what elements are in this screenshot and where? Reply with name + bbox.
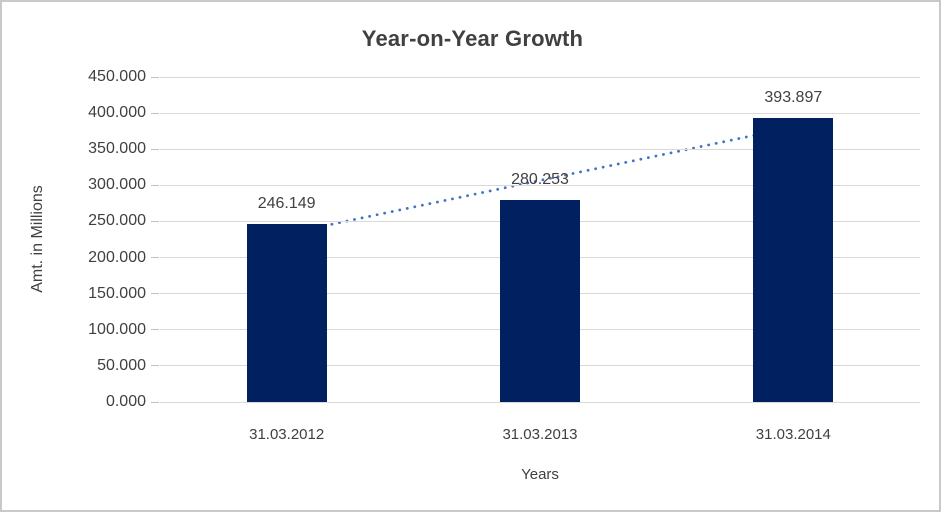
gridline <box>160 112 920 114</box>
y-tick-label: 350.000 <box>88 140 146 158</box>
y-tick-label: 50.000 <box>97 356 146 374</box>
y-tick-label: 250.000 <box>88 212 146 230</box>
y-tick-mark <box>151 112 159 114</box>
y-tick-mark <box>151 329 159 331</box>
bar-31.03.2012 <box>246 224 327 402</box>
plot-area <box>160 76 920 403</box>
y-tick-label: 100.000 <box>88 320 146 338</box>
x-category-label: 31.03.2014 <box>755 426 831 443</box>
trendline <box>285 125 795 236</box>
y-tick-mark <box>151 365 159 367</box>
chart-title: Year-on-Year Growth <box>361 26 584 51</box>
x-axis-title: Years <box>521 466 559 483</box>
gridline <box>160 76 920 78</box>
gridline <box>160 184 920 186</box>
bar-31.03.2014 <box>753 117 834 402</box>
x-category-label: 31.03.2012 <box>249 426 325 443</box>
bar-value-label: 393.897 <box>764 88 823 106</box>
y-tick-mark <box>151 184 159 186</box>
y-tick-mark <box>151 76 159 78</box>
y-axis-title: Amt. in Millions <box>29 185 46 293</box>
gridline <box>160 401 920 403</box>
y-tick-label: 450.000 <box>88 68 146 85</box>
y-tick-label: 300.000 <box>88 176 146 194</box>
bar-value-label: 246.149 <box>257 195 316 213</box>
x-category-label: 31.03.2013 <box>502 426 578 443</box>
bar-value-label: 280.253 <box>511 170 569 188</box>
y-tick-mark <box>151 401 159 403</box>
y-tick-label: 150.000 <box>88 284 146 302</box>
y-tick-label: 0.000 <box>105 393 146 410</box>
y-tick-label: 200.000 <box>88 248 146 266</box>
y-tick-mark <box>151 257 159 259</box>
gridline <box>160 148 920 150</box>
bar-31.03.2013 <box>500 199 580 402</box>
y-tick-mark <box>151 293 159 295</box>
y-tick-mark <box>151 148 159 150</box>
trendline-path <box>285 125 795 236</box>
y-tick-mark <box>151 220 159 222</box>
y-tick-label: 400.000 <box>88 104 146 122</box>
